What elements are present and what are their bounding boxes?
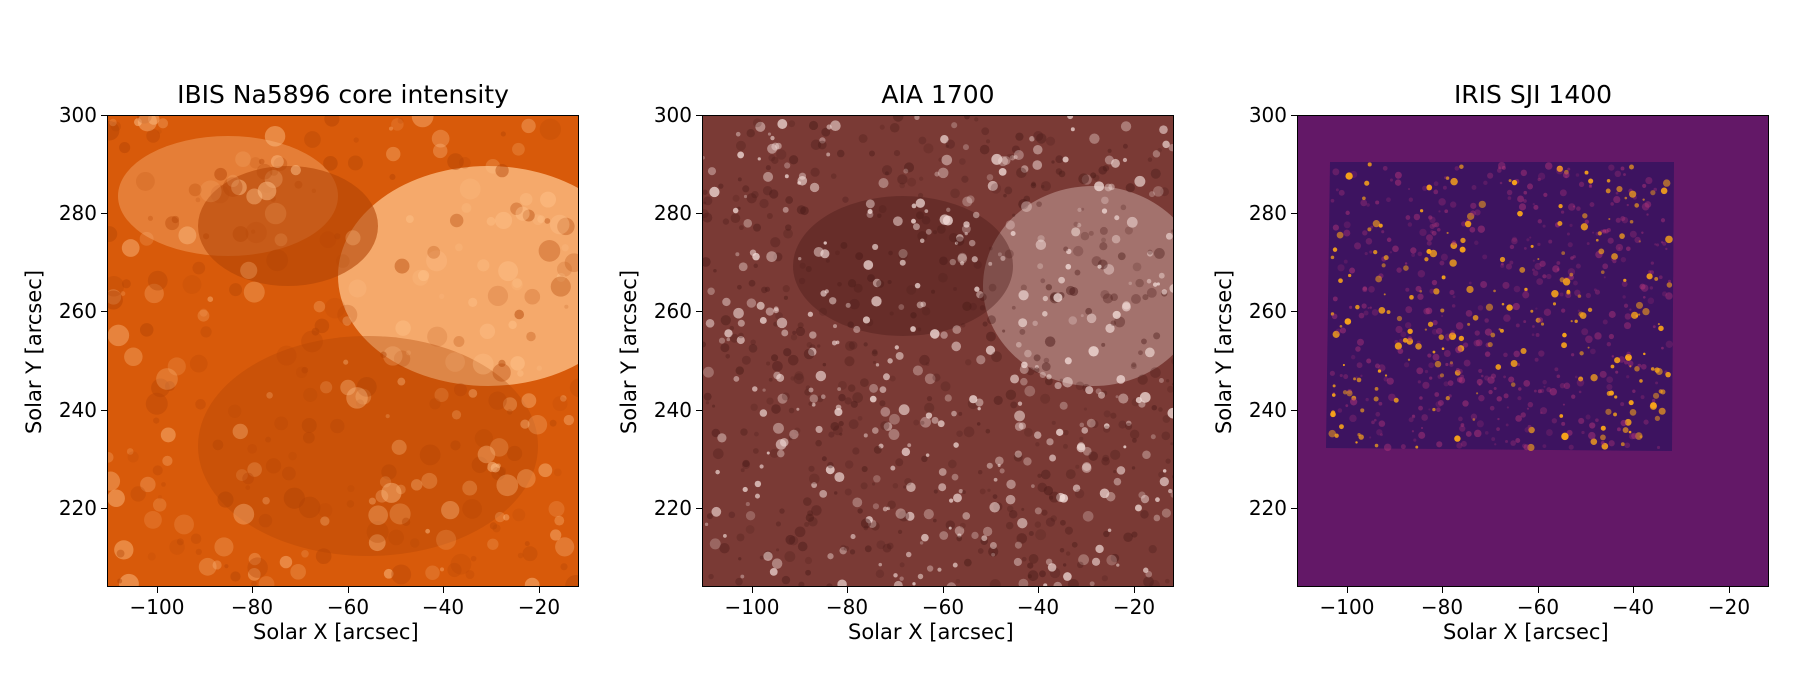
ibis-x-axis-label: Solar X [arcsec] [253,620,419,644]
x-tick-label: −100 [1319,595,1375,619]
x-tick-mark [157,587,158,593]
y-tick-label: 220 [653,496,692,520]
x-tick-label: −40 [421,595,465,619]
y-tick-mark [696,410,702,411]
x-tick-label: −40 [1611,595,1655,619]
y-tick-mark [101,213,107,214]
y-tick-mark [696,213,702,214]
y-tick-mark [696,508,702,509]
iris-x-axis-label: Solar X [arcsec] [1443,620,1609,644]
iris-data-region [1326,161,1674,452]
x-tick-mark [252,587,253,593]
y-tick-label: 240 [58,398,97,422]
y-tick-mark [101,508,107,509]
x-tick-mark [1134,587,1135,593]
y-tick-mark [1291,115,1297,116]
y-tick-mark [101,410,107,411]
y-tick-label: 300 [1248,103,1287,127]
x-tick-mark [1038,587,1039,593]
ibis-panel-title: IBIS Na5896 core intensity [177,80,509,109]
y-tick-label: 300 [653,103,692,127]
x-tick-label: −80 [1420,595,1464,619]
y-tick-mark [696,311,702,312]
x-tick-label: −60 [1516,595,1560,619]
y-tick-label: 220 [1248,496,1287,520]
aia-y-axis-label: Solar Y [arcsec] [617,269,641,435]
x-tick-mark [1347,587,1348,593]
aia-x-axis-label: Solar X [arcsec] [848,620,1014,644]
x-tick-mark [847,587,848,593]
x-tick-label: −20 [517,595,561,619]
y-tick-mark [1291,213,1297,214]
y-tick-label: 280 [58,201,97,225]
y-tick-label: 280 [1248,201,1287,225]
x-tick-mark [943,587,944,593]
x-tick-mark [1729,587,1730,593]
y-tick-label: 240 [653,398,692,422]
y-tick-label: 300 [58,103,97,127]
aia-image [702,115,1174,587]
iris-panel-title: IRIS SJI 1400 [1453,80,1613,109]
x-tick-label: −20 [1112,595,1156,619]
x-tick-label: −100 [129,595,185,619]
y-tick-mark [101,115,107,116]
x-tick-label: −100 [724,595,780,619]
y-tick-mark [1291,311,1297,312]
x-tick-label: −60 [326,595,370,619]
y-tick-label: 220 [58,496,97,520]
y-tick-mark [1291,410,1297,411]
x-tick-mark [348,587,349,593]
y-tick-mark [696,115,702,116]
x-tick-mark [1538,587,1539,593]
iris-y-axis-label: Solar Y [arcsec] [1212,269,1236,435]
y-tick-label: 280 [653,201,692,225]
y-tick-mark [101,311,107,312]
y-tick-mark [1291,508,1297,509]
x-tick-label: −60 [921,595,965,619]
x-tick-label: −20 [1707,595,1751,619]
x-tick-label: −40 [1016,595,1060,619]
ibis-y-axis-label: Solar Y [arcsec] [22,269,46,435]
aia-panel-title: AIA 1700 [881,80,995,109]
x-tick-mark [752,587,753,593]
x-tick-mark [1442,587,1443,593]
y-tick-label: 260 [653,299,692,323]
ibis-image [107,115,579,587]
y-tick-label: 260 [1248,299,1287,323]
y-tick-label: 260 [58,299,97,323]
y-tick-label: 240 [1248,398,1287,422]
iris-image [1297,115,1769,587]
x-tick-mark [539,587,540,593]
x-tick-mark [1633,587,1634,593]
x-tick-label: −80 [230,595,274,619]
x-tick-label: −80 [825,595,869,619]
x-tick-mark [443,587,444,593]
